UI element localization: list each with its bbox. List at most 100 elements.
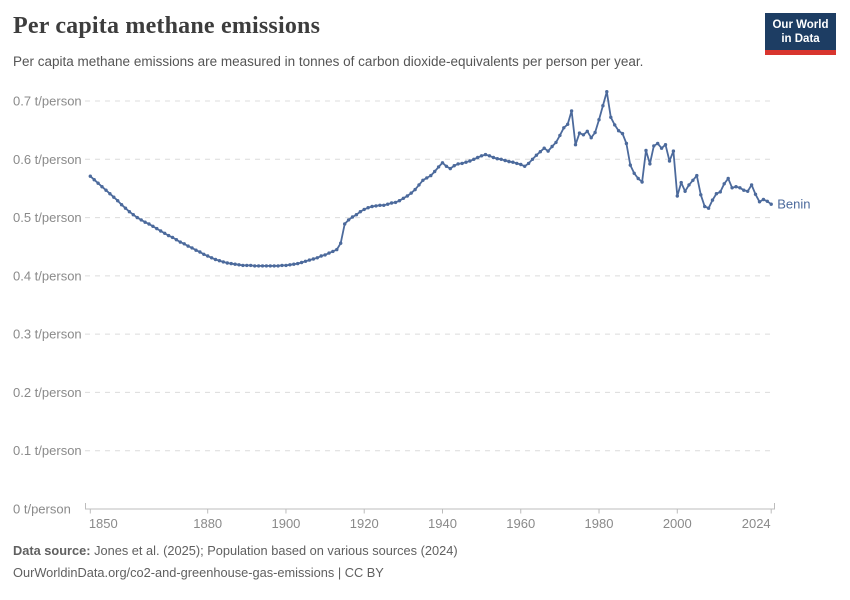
data-point[interactable]	[108, 192, 112, 196]
data-point[interactable]	[253, 264, 257, 268]
data-point[interactable]	[288, 263, 292, 267]
data-point[interactable]	[695, 173, 699, 178]
data-point[interactable]	[542, 146, 546, 150]
data-point[interactable]	[100, 185, 104, 189]
data-point[interactable]	[206, 254, 210, 258]
data-point[interactable]	[292, 262, 296, 266]
data-point[interactable]	[593, 130, 597, 135]
data-point[interactable]	[303, 259, 308, 263]
data-point[interactable]	[190, 246, 194, 250]
data-point[interactable]	[609, 115, 613, 120]
data-point[interactable]	[679, 180, 683, 185]
data-point[interactable]	[487, 154, 492, 158]
data-point[interactable]	[358, 210, 362, 214]
data-point[interactable]	[229, 261, 233, 266]
data-point[interactable]	[272, 264, 276, 268]
data-point[interactable]	[386, 202, 390, 206]
data-point[interactable]	[530, 157, 535, 161]
data-point[interactable]	[577, 131, 582, 135]
data-point[interactable]	[652, 144, 656, 148]
data-point[interactable]	[307, 258, 312, 262]
data-point[interactable]	[323, 253, 327, 257]
data-point[interactable]	[339, 241, 343, 245]
data-point[interactable]	[714, 192, 719, 196]
data-point[interactable]	[182, 242, 186, 246]
data-point[interactable]	[718, 190, 722, 194]
data-point[interactable]	[671, 149, 676, 153]
data-point[interactable]	[92, 178, 96, 182]
data-point[interactable]	[483, 152, 488, 157]
data-point[interactable]	[315, 256, 319, 260]
data-point[interactable]	[186, 244, 190, 248]
data-point[interactable]	[276, 264, 280, 268]
data-point[interactable]	[703, 204, 707, 209]
data-point[interactable]	[562, 126, 566, 130]
data-point[interactable]	[331, 249, 335, 254]
data-point[interactable]	[761, 197, 766, 202]
data-point[interactable]	[616, 129, 621, 133]
data-point[interactable]	[327, 251, 331, 255]
data-point[interactable]	[147, 222, 151, 226]
data-point[interactable]	[151, 224, 155, 228]
data-point[interactable]	[749, 183, 754, 187]
data-point[interactable]	[440, 161, 445, 165]
data-point[interactable]	[425, 176, 429, 180]
data-point[interactable]	[726, 176, 730, 181]
data-point[interactable]	[170, 235, 175, 240]
data-point[interactable]	[503, 158, 507, 163]
data-point[interactable]	[746, 189, 750, 193]
data-point[interactable]	[636, 176, 640, 181]
data-point[interactable]	[155, 226, 159, 231]
data-point[interactable]	[96, 181, 100, 185]
data-point[interactable]	[706, 206, 711, 210]
data-point[interactable]	[413, 187, 417, 192]
data-point[interactable]	[241, 263, 245, 268]
data-point[interactable]	[143, 220, 147, 224]
data-point[interactable]	[534, 153, 539, 157]
data-point[interactable]	[354, 213, 359, 217]
data-point[interactable]	[722, 182, 726, 186]
data-point[interactable]	[245, 263, 249, 268]
data-point[interactable]	[757, 200, 762, 204]
data-point[interactable]	[213, 257, 218, 262]
data-point[interactable]	[659, 146, 664, 150]
data-point[interactable]	[667, 159, 672, 163]
data-point[interactable]	[476, 155, 480, 160]
data-point[interactable]	[366, 206, 370, 210]
data-point[interactable]	[405, 194, 409, 198]
data-point[interactable]	[221, 260, 225, 264]
data-point[interactable]	[691, 178, 695, 182]
data-point[interactable]	[409, 191, 413, 195]
data-point[interactable]	[507, 159, 511, 164]
series-line-benin[interactable]	[89, 90, 773, 267]
data-point[interactable]	[119, 203, 124, 207]
data-point[interactable]	[256, 264, 261, 268]
data-point[interactable]	[397, 199, 402, 203]
data-point[interactable]	[268, 264, 272, 268]
data-point[interactable]	[519, 162, 523, 167]
data-point[interactable]	[495, 157, 499, 161]
data-point[interactable]	[601, 104, 605, 108]
data-point[interactable]	[311, 257, 316, 261]
data-point[interactable]	[335, 247, 339, 252]
data-point[interactable]	[233, 262, 237, 266]
data-point[interactable]	[217, 259, 222, 263]
data-point[interactable]	[127, 210, 132, 214]
data-point[interactable]	[393, 200, 398, 205]
data-point[interactable]	[401, 196, 406, 200]
data-point[interactable]	[526, 161, 531, 166]
data-point[interactable]	[237, 263, 241, 267]
data-point[interactable]	[710, 198, 715, 202]
data-point[interactable]	[264, 264, 269, 268]
data-point[interactable]	[389, 201, 394, 205]
data-point[interactable]	[346, 218, 351, 222]
data-point[interactable]	[139, 218, 143, 222]
data-point[interactable]	[663, 143, 668, 147]
data-point[interactable]	[738, 186, 742, 190]
data-point[interactable]	[370, 204, 374, 209]
data-point[interactable]	[523, 164, 527, 168]
data-point[interactable]	[624, 141, 629, 146]
data-point[interactable]	[452, 164, 456, 168]
data-point[interactable]	[597, 118, 601, 122]
data-point[interactable]	[589, 136, 593, 140]
